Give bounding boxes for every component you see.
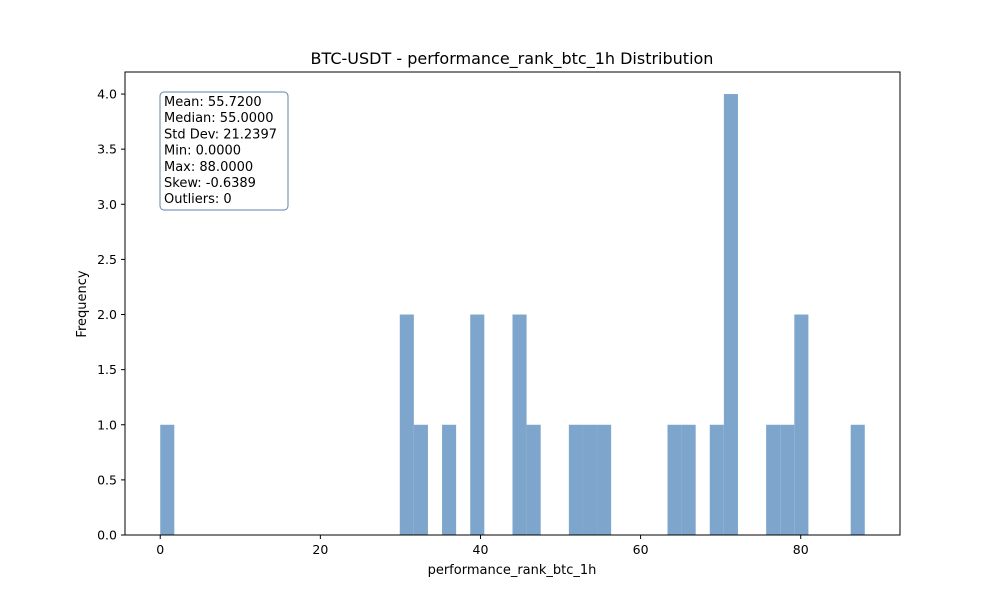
x-axis: 0 20 40 60 80 xyxy=(156,535,809,557)
stats-line: Max: 88.0000 xyxy=(164,160,253,175)
histogram-bar xyxy=(794,314,809,535)
y-tick-label: 0.5 xyxy=(97,472,117,487)
stats-line: Median: 55.0000 xyxy=(164,111,274,126)
y-tick-label: 2.5 xyxy=(97,252,117,267)
histogram-bar xyxy=(413,424,428,535)
plot-area-frame xyxy=(124,71,901,536)
y-tick-label: 3.0 xyxy=(97,197,117,212)
histogram-bar xyxy=(681,424,696,535)
histogram-bar xyxy=(568,424,583,535)
histogram-bar xyxy=(780,424,795,535)
histogram-bar xyxy=(709,424,724,535)
stats-line: Skew: -0.6389 xyxy=(164,176,256,191)
histogram-bar xyxy=(526,424,541,535)
histogram-bar xyxy=(597,424,612,535)
stats-line: Mean: 55.7200 xyxy=(164,95,262,110)
y-tick-label: 1.5 xyxy=(97,362,117,377)
y-tick-label: 4.0 xyxy=(97,87,117,102)
histogram-bar xyxy=(160,424,175,535)
y-tick-label: 3.5 xyxy=(97,142,117,157)
x-axis-label: performance_rank_btc_1h xyxy=(428,563,597,578)
histogram-bar xyxy=(399,314,414,535)
histogram-bar xyxy=(667,424,682,535)
histogram-bar xyxy=(850,424,865,535)
y-tick-label: 1.0 xyxy=(97,417,117,432)
y-tick-label: 0.0 xyxy=(97,528,117,543)
histogram-bar xyxy=(723,94,738,536)
histogram-bar xyxy=(470,314,485,535)
stats-line: Min: 0.0000 xyxy=(164,144,241,159)
stats-line: Std Dev: 21.2397 xyxy=(164,127,277,142)
x-tick-label: 60 xyxy=(633,542,649,557)
y-axis-label: Frequency xyxy=(75,270,90,337)
y-tick-label: 2.0 xyxy=(97,307,117,322)
x-tick-label: 40 xyxy=(473,542,489,557)
stats-box-frame xyxy=(159,91,289,211)
chart-title: BTC-USDT - performance_rank_btc_1h Distr… xyxy=(311,49,714,69)
bars-group xyxy=(160,94,865,536)
stats-line: Outliers: 0 xyxy=(164,192,232,207)
histogram-bar xyxy=(512,314,527,535)
histogram-bar xyxy=(442,424,457,535)
x-tick-label: 20 xyxy=(312,542,328,557)
x-tick-label: 80 xyxy=(793,542,809,557)
histogram-bar xyxy=(582,424,598,535)
x-tick-label: 0 xyxy=(156,542,164,557)
histogram-bar xyxy=(766,424,781,535)
y-axis: 0.0 0.5 1.0 1.5 2.0 2.5 3.0 3.5 4.0 xyxy=(97,87,125,543)
